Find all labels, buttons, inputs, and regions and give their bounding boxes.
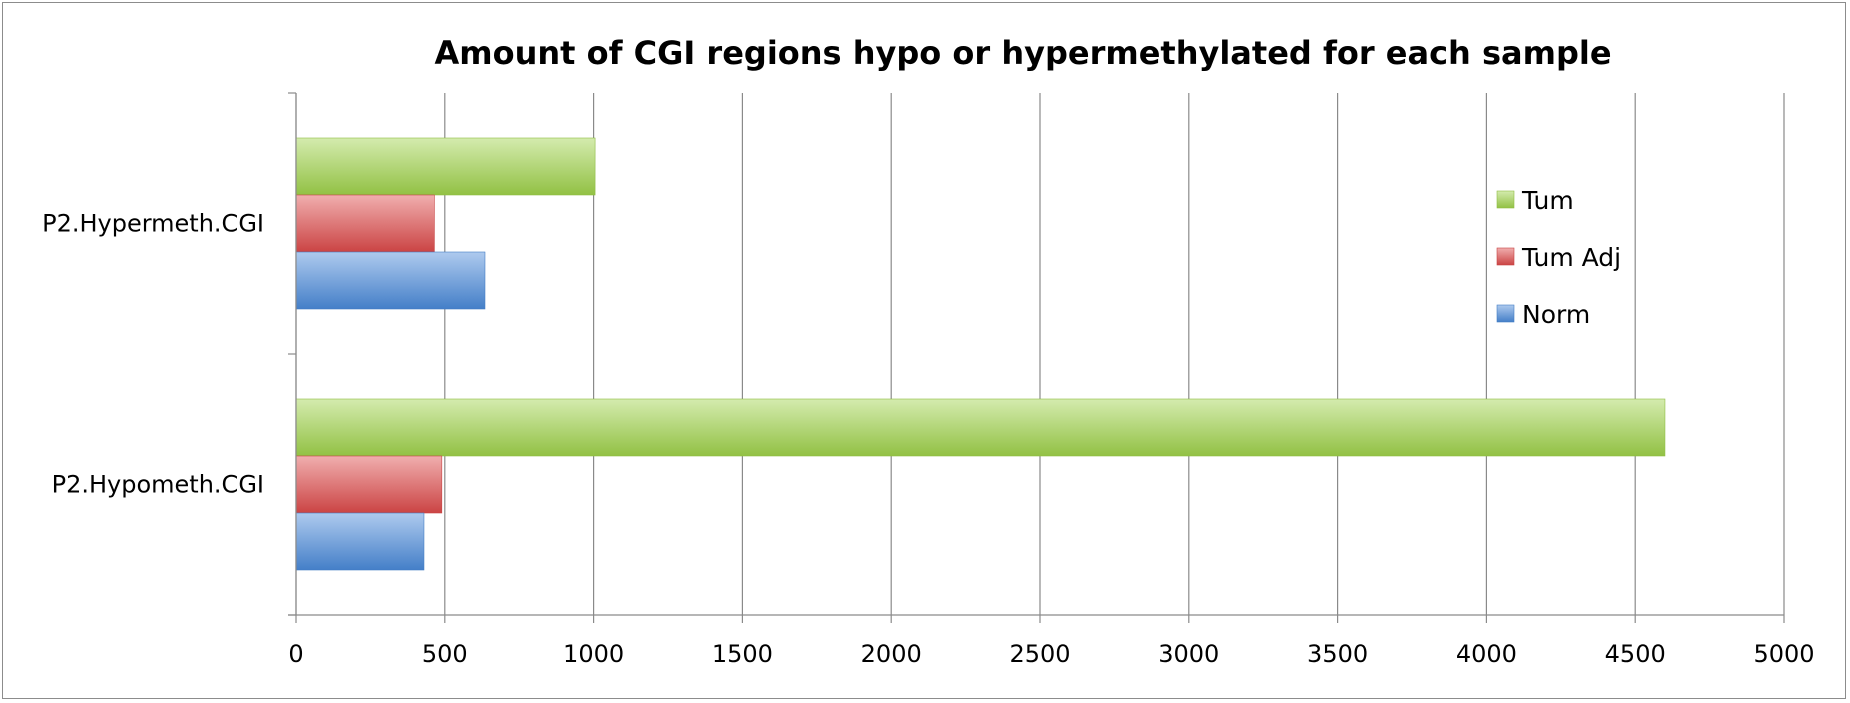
legend-label: Tum	[1521, 186, 1574, 215]
bar-tum	[295, 398, 1666, 457]
x-tick-label: 500	[422, 640, 468, 668]
bar-tum-adj	[295, 455, 443, 514]
category-label: P2.Hypermeth.CGI	[42, 210, 264, 238]
axes: 0 500 1000 1500 2000 2500 3000 3500 4000 4500 5000…	[42, 92, 1815, 668]
legend-swatch	[1496, 190, 1515, 209]
bars	[295, 137, 1666, 571]
x-tick-label: 2500	[1009, 640, 1070, 668]
x-tick-label: 5000	[1753, 640, 1814, 668]
chart-title: Amount of CGI regions hypo or hypermethy…	[434, 34, 1611, 72]
x-tick-label: 3500	[1307, 640, 1368, 668]
x-tick-label: 4000	[1456, 640, 1517, 668]
x-tick-label: 3000	[1158, 640, 1219, 668]
x-tick-label: 1500	[712, 640, 773, 668]
x-tick-label: 2000	[861, 640, 922, 668]
legend: Tum Tum Adj Norm	[1496, 186, 1621, 329]
bar-tum-adj	[295, 194, 435, 253]
legend-swatch	[1496, 247, 1515, 266]
bar-tum	[295, 137, 596, 196]
bar-norm	[295, 512, 425, 571]
x-tick-label: 0	[288, 640, 303, 668]
x-tick-label: 1000	[563, 640, 624, 668]
bar-norm	[295, 251, 486, 310]
legend-label: Tum Adj	[1521, 243, 1621, 272]
legend-swatch	[1496, 304, 1515, 323]
x-tick-label: 4500	[1605, 640, 1666, 668]
legend-label: Norm	[1522, 300, 1590, 329]
category-label: P2.Hypometh.CGI	[52, 471, 264, 499]
